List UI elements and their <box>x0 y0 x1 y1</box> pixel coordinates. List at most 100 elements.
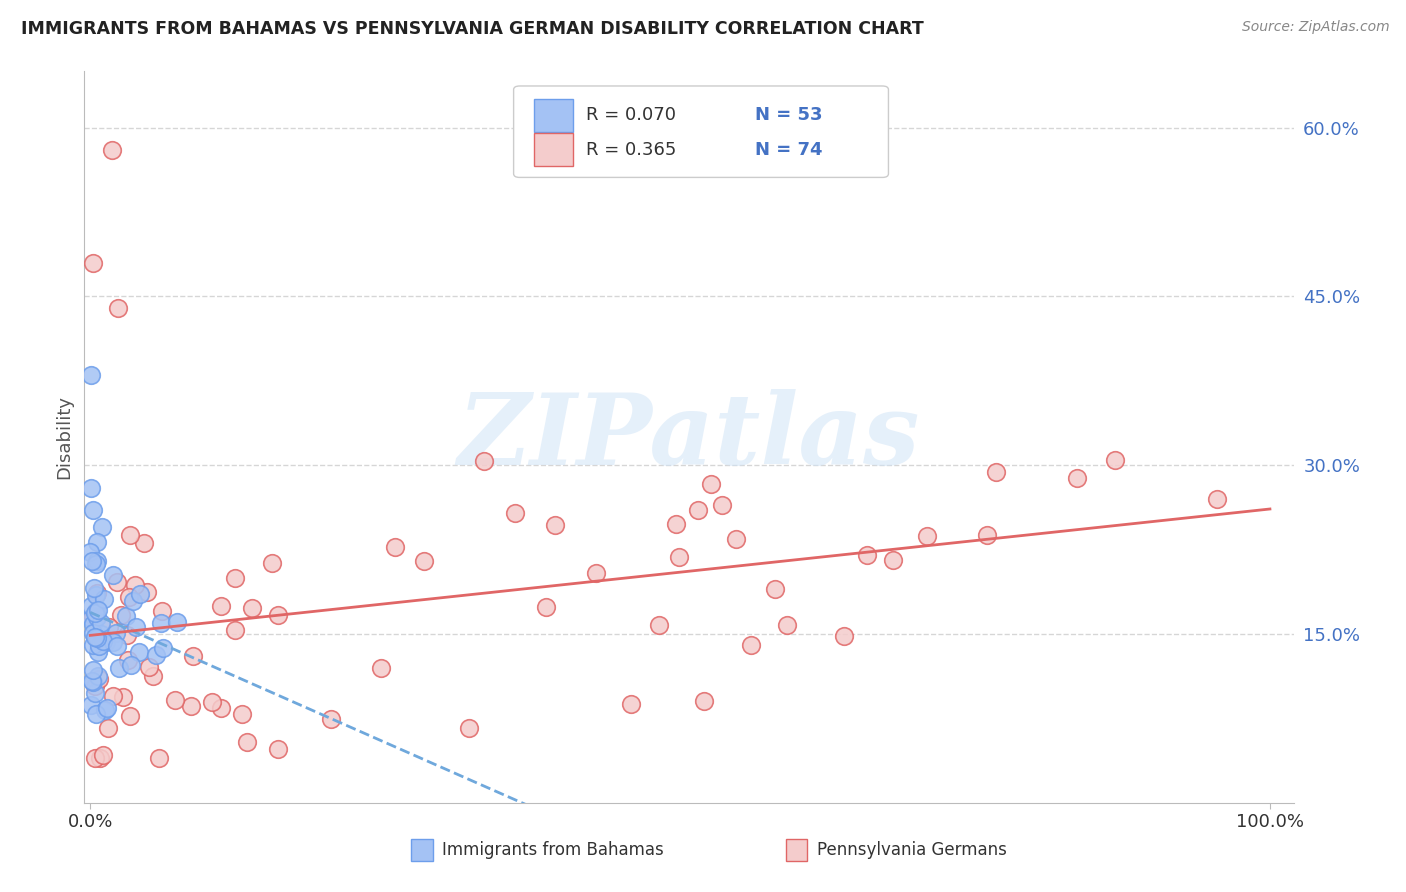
Point <box>94 635 117 649</box>
Point <box>129 586 152 600</box>
Point <box>105 574 128 589</box>
Point <box>240 600 263 615</box>
Point <box>90 627 112 641</box>
Text: R = 0.070: R = 0.070 <box>586 106 676 124</box>
Point <box>856 548 879 562</box>
Point <box>231 707 253 722</box>
Point <box>148 751 170 765</box>
Point <box>82 663 104 677</box>
Point <box>882 553 904 567</box>
Point <box>224 623 246 637</box>
Point <box>97 721 120 735</box>
Point <box>93 634 115 648</box>
Point <box>82 503 104 517</box>
Point <box>80 368 103 383</box>
Point <box>915 529 938 543</box>
Point <box>236 735 259 749</box>
Point <box>763 582 786 596</box>
Point <box>104 625 127 640</box>
Bar <box>411 839 433 862</box>
Point <box>118 528 141 542</box>
Point <box>412 554 434 568</box>
Point <box>83 581 105 595</box>
Point <box>83 607 105 621</box>
Point <box>138 659 160 673</box>
Point <box>832 629 855 643</box>
Point <box>124 578 146 592</box>
Point <box>976 528 998 542</box>
Point <box>107 661 129 675</box>
Point <box>145 648 167 663</box>
Point <box>457 721 479 735</box>
Point <box>79 545 101 559</box>
Bar <box>534 99 572 132</box>
Point <box>134 535 156 549</box>
Point <box>128 645 150 659</box>
Point <box>82 638 104 652</box>
Point <box>82 609 104 624</box>
Point <box>1206 491 1229 506</box>
Y-axis label: Disability: Disability <box>55 395 73 479</box>
Text: Source: ZipAtlas.com: Source: ZipAtlas.com <box>1241 20 1389 34</box>
Text: IMMIGRANTS FROM BAHAMAS VS PENNSYLVANIA GERMAN DISABILITY CORRELATION CHART: IMMIGRANTS FROM BAHAMAS VS PENNSYLVANIA … <box>21 20 924 37</box>
Point <box>96 701 118 715</box>
Point <box>181 649 204 664</box>
Point <box>544 517 567 532</box>
Point <box>740 638 762 652</box>
Point <box>90 616 112 631</box>
Point <box>98 619 121 633</box>
Point <box>384 540 406 554</box>
Point <box>82 675 104 690</box>
Point <box>80 599 103 613</box>
Point <box>984 465 1007 479</box>
Point <box>86 535 108 549</box>
Point <box>267 742 290 756</box>
Point <box>84 751 107 765</box>
Point <box>84 679 107 693</box>
Point <box>82 255 104 269</box>
Point <box>166 615 188 630</box>
Point <box>125 620 148 634</box>
Point <box>83 630 105 644</box>
Point <box>776 618 799 632</box>
Point <box>101 143 124 157</box>
Text: R = 0.365: R = 0.365 <box>586 141 676 159</box>
Point <box>135 585 157 599</box>
Point <box>152 640 174 655</box>
Point <box>80 610 103 624</box>
Point <box>86 631 108 645</box>
Point <box>503 506 526 520</box>
Point <box>83 686 105 700</box>
Point <box>87 602 110 616</box>
FancyBboxPatch shape <box>513 86 889 178</box>
Point <box>711 498 734 512</box>
Point <box>150 615 173 630</box>
Point <box>87 639 110 653</box>
Point <box>93 747 115 762</box>
Point <box>209 701 232 715</box>
Bar <box>534 133 572 166</box>
Point <box>121 594 143 608</box>
Point <box>80 698 103 713</box>
Point <box>724 532 747 546</box>
Point <box>534 599 557 614</box>
Text: N = 74: N = 74 <box>755 141 823 159</box>
Point <box>89 673 111 687</box>
Point <box>101 690 124 704</box>
Point <box>370 661 392 675</box>
Point <box>118 590 141 604</box>
Point <box>120 658 142 673</box>
Point <box>686 503 709 517</box>
Point <box>117 653 139 667</box>
Point <box>648 617 671 632</box>
Point <box>262 557 284 571</box>
Point <box>84 707 107 722</box>
Text: Pennsylvania Germans: Pennsylvania Germans <box>817 841 1007 859</box>
Point <box>89 751 111 765</box>
Bar <box>786 839 807 862</box>
Point <box>86 645 108 659</box>
Point <box>118 708 141 723</box>
Point <box>472 454 495 468</box>
Point <box>585 566 607 580</box>
Point <box>84 604 107 618</box>
